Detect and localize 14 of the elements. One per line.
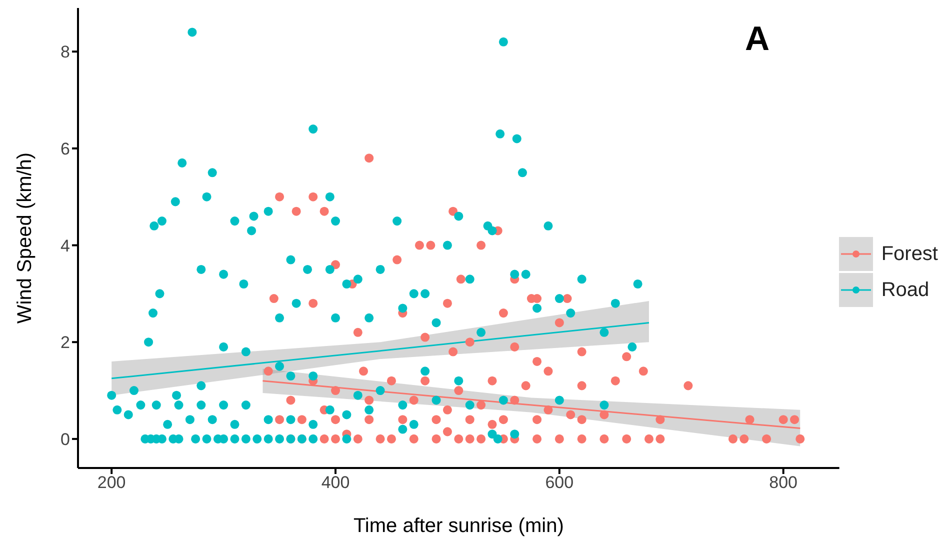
x-tick-label: 200 — [97, 473, 126, 492]
y-axis-title: Wind Speed (km/h) — [14, 152, 36, 324]
y-tick-label: 6 — [60, 139, 70, 158]
y-tick-label: 2 — [60, 333, 70, 352]
legend-label: Forest — [881, 242, 938, 266]
x-tick-label: 600 — [545, 473, 574, 492]
x-tick-label: 400 — [321, 473, 350, 492]
y-tick-label: 0 — [60, 430, 70, 449]
x-tick-label: 800 — [769, 473, 798, 492]
y-tick-label: 8 — [60, 42, 70, 62]
y-tick-label: 4 — [60, 236, 70, 256]
annotation: A — [745, 20, 770, 59]
legend-label: Road — [881, 278, 930, 302]
x-axis-title: Time after sunrise (min) — [353, 515, 564, 537]
